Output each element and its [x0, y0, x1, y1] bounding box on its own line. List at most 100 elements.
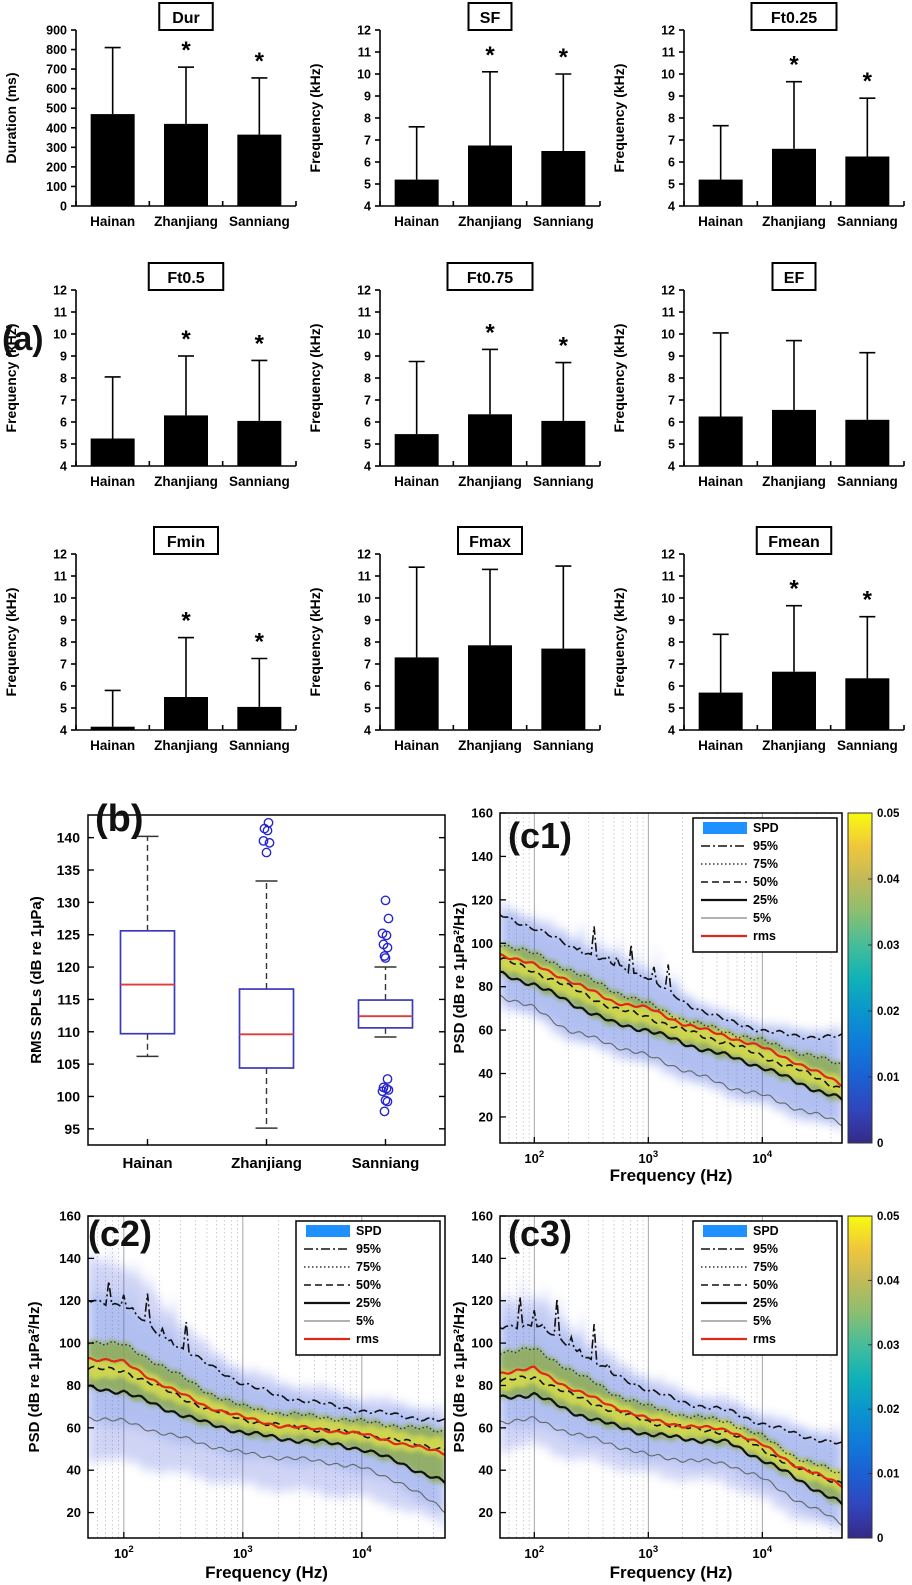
y-axis-label: PSD (dB re 1μPa²/Hz): [26, 1302, 43, 1453]
bar-hainan: [90, 114, 135, 206]
category-label: Sanniang: [229, 474, 290, 489]
outlier-point: [380, 1095, 391, 1106]
legend-label: 25%: [753, 1296, 778, 1310]
y-tick-label: 140: [57, 830, 81, 846]
title-box: [158, 2, 214, 31]
y-tick-label: 140: [59, 1251, 81, 1266]
y-tick-label: 10: [357, 328, 371, 342]
y-axis-label: RMS SPLs (dB re 1μPa): [28, 896, 45, 1064]
category-label: Sanniang: [837, 474, 898, 489]
x-tick-label: 104: [352, 1544, 372, 1561]
percentile-line-p75: [500, 944, 842, 1065]
bar-hainan: [90, 726, 135, 730]
chart-fmax: 4 5 6 7 8 9 10 11 12 Hainan Zhanjiang Sanniang Fmax F…: [307, 526, 601, 753]
y-tick-label: 12: [53, 284, 67, 298]
y-tick-label: 4: [364, 724, 371, 738]
y-tick-label: 20: [479, 1505, 493, 1520]
category-label: Zhanjiang: [762, 474, 826, 489]
spd-cloud-core: [500, 946, 842, 1100]
colorbar-tick-label: 0.05: [877, 1211, 900, 1223]
y-tick-label: 12: [661, 548, 675, 562]
y-tick-label: 120: [471, 892, 493, 907]
significance-star: *: [863, 68, 873, 95]
title-box: [755, 526, 833, 555]
y-tick-label: 9: [364, 90, 371, 104]
percentile-line-p50: [500, 1375, 842, 1485]
legend-label: SPD: [356, 1224, 382, 1238]
y-tick-label: 11: [358, 46, 371, 60]
y-tick-label: 9: [364, 350, 371, 364]
y-tick-label: 6: [364, 416, 371, 430]
x-tick-label: 102: [114, 1544, 134, 1561]
y-tick-label: 105: [57, 1056, 81, 1072]
y-axis-label: Frequency (kHz): [611, 64, 627, 173]
significance-star: *: [255, 629, 265, 656]
y-tick-label: 80: [67, 1378, 81, 1393]
bar-hainan: [394, 657, 439, 730]
outlier-point: [377, 1086, 388, 1097]
chart-psd-c1: 20 40 60 80 100 120 140 160 102 103 104 Frequency (…: [451, 806, 900, 1186]
y-tick-label: 4: [60, 724, 67, 738]
outlier-point: [380, 953, 391, 963]
y-tick-label: 4: [60, 460, 67, 474]
category-label: Hainan: [698, 214, 743, 229]
spd-cloud-blue: [500, 1286, 842, 1525]
y-tick-label: 160: [471, 806, 493, 821]
bar-hainan: [698, 179, 743, 206]
y-tick-label: 5: [60, 438, 67, 452]
y-tick-label: 4: [668, 724, 675, 738]
legend-swatch-spd: [703, 1225, 747, 1237]
title-box: [457, 526, 523, 555]
outlier-point: [382, 1096, 393, 1107]
legend-label: SPD: [753, 1224, 779, 1238]
y-tick-label: 10: [53, 328, 67, 342]
y-tick-label: 160: [471, 1209, 493, 1224]
y-axis-label: Frequency (kHz): [3, 324, 19, 433]
y-tick-label: 9: [364, 614, 371, 628]
y-tick-label: 7: [668, 394, 675, 408]
y-tick-label: 80: [479, 1378, 493, 1393]
legend-label: 50%: [753, 1278, 778, 1292]
outlier-point: [383, 1085, 394, 1095]
y-tick-label: 10: [53, 592, 67, 606]
y-tick-label: 60: [67, 1420, 81, 1435]
y-tick-label: 5: [364, 702, 371, 716]
legend-label: 5%: [753, 911, 771, 925]
chart-title: SF: [480, 10, 501, 27]
y-tick-label: 115: [57, 991, 80, 1007]
y-tick-label: 40: [67, 1463, 81, 1478]
y-tick-label: 6: [60, 416, 67, 430]
category-label: Zhanjiang: [231, 1155, 302, 1172]
y-tick-label: 6: [364, 156, 371, 170]
y-tick-label: 6: [668, 156, 675, 170]
chart-psd-c3: 20 40 60 80 100 120 140 160 102 103 104 Frequency (…: [451, 1209, 900, 1583]
percentile-line-p25: [500, 970, 842, 1101]
y-tick-label: 130: [57, 894, 81, 910]
bar-zhanjiang: [164, 697, 208, 730]
percentile-line-p5: [500, 994, 842, 1127]
category-label: Hainan: [698, 474, 743, 489]
y-tick-label: 95: [64, 1121, 80, 1137]
title-box: [467, 2, 513, 31]
y-tick-label: 10: [357, 592, 371, 606]
title-box: [771, 262, 817, 291]
y-tick-label: 140: [471, 1251, 493, 1266]
category-label: Hainan: [394, 738, 439, 753]
bar-sanniang: [237, 420, 282, 466]
y-tick-label: 11: [662, 306, 675, 320]
significance-star: *: [789, 52, 799, 79]
colorbar-tick-label: 0.03: [877, 940, 899, 952]
y-tick-label: 100: [471, 1336, 493, 1351]
y-tick-label: 8: [60, 372, 67, 386]
bar-zhanjiang: [772, 148, 816, 206]
y-axis-label: PSD (dB re 1μPa²/Hz): [451, 903, 468, 1054]
y-tick-label: 9: [60, 614, 67, 628]
title-box: [153, 526, 219, 555]
y-tick-label: 60: [479, 1023, 493, 1038]
category-label: Zhanjiang: [458, 738, 522, 753]
y-axis-label: Frequency (kHz): [307, 324, 323, 433]
y-tick-label: 80: [479, 979, 493, 994]
y-tick-label: 9: [668, 350, 675, 364]
x-tick-label: 104: [752, 1544, 772, 1561]
